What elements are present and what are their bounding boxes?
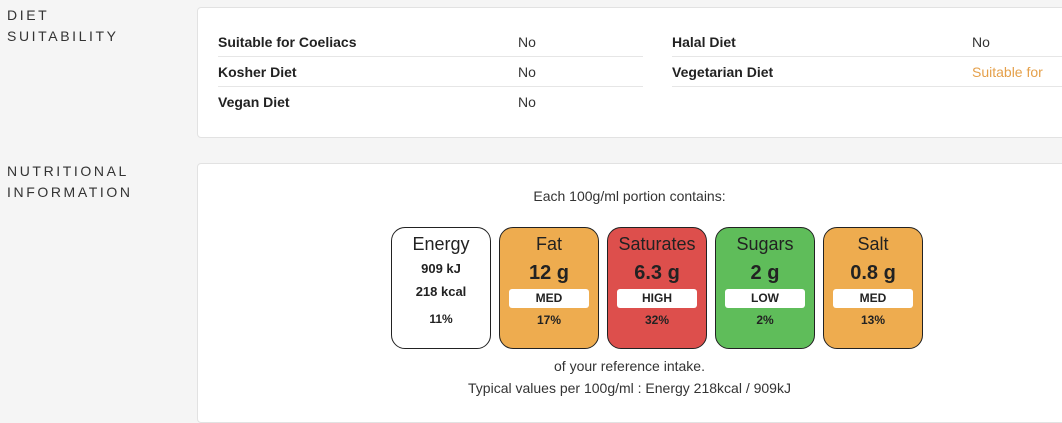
nutrition-heading-line2: Information [7, 184, 133, 200]
diet-value: No [518, 64, 536, 80]
tile-percent: 13% [860, 313, 886, 327]
diet-heading-line2: Suitability [7, 28, 119, 44]
tile-percent: 2% [756, 313, 774, 327]
diet-column-left: Suitable for Coeliacs No Kosher Diet No … [218, 27, 643, 117]
diet-row-kosher: Kosher Diet No [218, 57, 643, 87]
portion-intro-text: Each 100g/ml portion contains: [533, 188, 726, 204]
fat-tile: Fat 12 g MED 17% [499, 227, 599, 349]
tile-name: Saturates [618, 234, 696, 254]
sugars-tile: Sugars 2 g LOW 2% [715, 227, 815, 349]
diet-row-vegan: Vegan Diet No [218, 87, 643, 117]
tile-percent: 11% [429, 312, 453, 326]
tile-percent: 32% [644, 313, 670, 327]
tile-level-badge: MED [833, 289, 913, 308]
diet-name: Halal Diet [672, 34, 736, 50]
tile-amount: 2 g [750, 262, 780, 284]
diet-name: Vegan Diet [218, 94, 290, 110]
diet-value-suitable: Suitable for [972, 64, 1043, 80]
nutrition-heading-line1: Nutritional [7, 163, 129, 179]
tile-name: Sugars [736, 234, 794, 254]
tile-name: Salt [857, 234, 889, 254]
diet-value: No [518, 94, 536, 110]
diet-name: Vegetarian Diet [672, 64, 774, 80]
diet-suitability-heading: Diet Suitability [7, 5, 119, 47]
nutritional-information-heading: Nutritional Information [7, 161, 133, 203]
diet-name: Suitable for Coeliacs [218, 34, 357, 50]
tile-amount: 12 g [528, 262, 570, 284]
tile-name: Energy [412, 234, 470, 254]
saturates-tile: Saturates 6.3 g HIGH 32% [607, 227, 707, 349]
diet-name: Kosher Diet [218, 64, 297, 80]
energy-kcal: 218 kcal [415, 284, 467, 299]
tile-level-badge: LOW [725, 289, 805, 308]
diet-value: No [518, 34, 536, 50]
salt-tile: Salt 0.8 g MED 13% [823, 227, 923, 349]
tile-level-badge: HIGH [617, 289, 697, 308]
diet-row-vegetarian: Vegetarian Diet Suitable for [672, 57, 1062, 87]
tile-amount: 6.3 g [634, 262, 680, 284]
diet-column-right: Halal Diet No Vegetarian Diet Suitable f… [672, 27, 1062, 87]
nutritional-information-panel: Each 100g/ml portion contains: Energy 90… [197, 163, 1062, 423]
reference-intake-text: of your reference intake. [554, 358, 705, 374]
tile-amount: 0.8 g [850, 262, 896, 284]
energy-tile: Energy 909 kJ 218 kcal 11% [391, 227, 491, 349]
diet-heading-line1: Diet [7, 7, 50, 23]
tile-percent: 17% [536, 313, 562, 327]
nutrition-tiles: Energy 909 kJ 218 kcal 11% Fat 12 g MED … [391, 227, 931, 349]
typical-values-text: Typical values per 100g/ml : Energy 218k… [468, 380, 791, 396]
energy-kj: 909 kJ [421, 261, 461, 276]
tile-level-badge: MED [509, 289, 589, 308]
tile-name: Fat [535, 234, 562, 254]
diet-row-coeliacs: Suitable for Coeliacs No [218, 27, 643, 57]
diet-value: No [972, 34, 990, 50]
diet-suitability-panel: Suitable for Coeliacs No Kosher Diet No … [197, 7, 1062, 138]
diet-row-halal: Halal Diet No [672, 27, 1062, 57]
